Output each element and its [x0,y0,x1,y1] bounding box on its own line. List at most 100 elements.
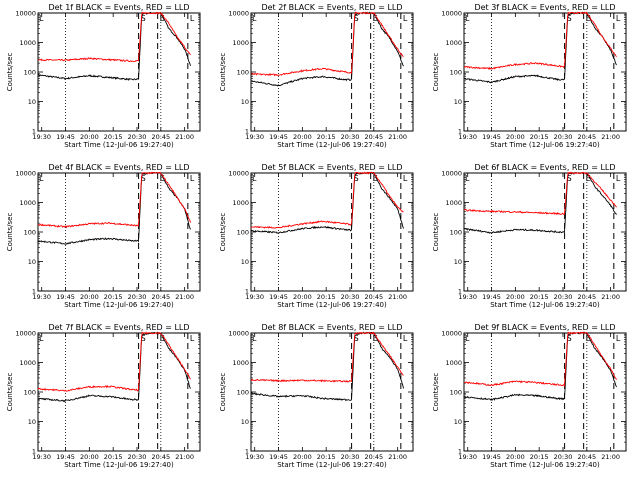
x-tick-label: 20:30 [341,453,360,461]
event-marker-label: L [190,14,195,23]
x-tick-label: 20:15 [104,453,123,461]
y-tick-label: 1000 [19,199,36,207]
y-axis-label: Counts/sec [219,373,227,412]
y-tick-label: 10000 [15,10,36,18]
x-tick-label: 21:00 [601,453,620,461]
events-series-line [463,331,617,402]
y-tick-label: 1000 [19,359,36,367]
y-tick-label: 10 [454,258,462,266]
y-tick-label: 1 [32,128,36,136]
event-marker-label: E [373,174,378,183]
y-tick-label: 1 [245,288,249,296]
events-series-line [463,11,617,84]
lld-series-line [463,171,617,216]
x-tick-label: 20:30 [554,453,573,461]
x-axis-label: Start Time (12-Jul-06 19:27:40) [64,301,174,309]
events-series-line [463,171,617,234]
y-tick-label: 1000 [445,39,462,47]
x-tick-label: 20:15 [317,293,336,301]
x-tick-label: 20:45 [151,133,170,141]
x-tick-label: 20:15 [317,133,336,141]
x-tick-label: 20:15 [530,133,549,141]
event-marker-label: S [354,174,359,183]
panel-title: Det 2f BLACK = Events, RED = LLD [261,3,402,12]
x-tick-label: 20:00 [506,453,525,461]
y-tick-label: 100 [237,389,249,397]
y-axis-label: Counts/sec [6,213,14,252]
y-axis-label: Counts/sec [432,213,440,252]
x-tick-label: 19:30 [32,133,51,141]
events-series-line [37,11,191,81]
lld-series-line [463,11,617,70]
x-tick-label: 20:30 [554,293,573,301]
event-marker-label: L [616,14,621,23]
y-tick-label: 10 [241,418,249,426]
y-tick-label: 1000 [232,199,249,207]
event-marker-label: L [190,334,195,343]
panel-title: Det 9f BLACK = Events, RED = LLD [474,323,615,332]
x-tick-label: 20:30 [341,293,360,301]
detector-panel: Det 3f BLACK = Events, RED = LLD 1 10 100 10… [432,3,627,149]
events-series-line [37,331,191,403]
event-marker-label: E [586,174,591,183]
y-tick-label: 10000 [441,10,462,18]
x-tick-label: 20:15 [530,453,549,461]
events-series-line [250,11,404,87]
x-axis-label: Start Time (12-Jul-06 19:27:40) [490,301,600,309]
detector-panel: Det 6f BLACK = Events, RED = LLD 1 10 100 10… [432,163,627,309]
detector-panel: Det 5f BLACK = Events, RED = LLD 1 10 100 10… [219,163,414,309]
y-tick-label: 10 [28,98,36,106]
y-tick-label: 10000 [15,170,36,178]
y-tick-label: 100 [24,229,36,237]
events-series-line [38,171,191,245]
y-tick-label: 100 [450,389,462,397]
x-tick-label: 19:30 [458,293,477,301]
event-marker-label: L [252,14,257,23]
x-tick-label: 20:00 [506,293,525,301]
x-tick-label: 20:00 [293,453,312,461]
detector-panel: Det 4f BLACK = Events, RED = LLD 1 10 100 10… [6,163,201,309]
event-marker-label: S [141,334,146,343]
x-tick-label: 21:00 [601,133,620,141]
event-marker-label: E [373,334,378,343]
x-tick-label: 20:00 [80,133,99,141]
event-marker-label: L [465,174,470,183]
x-tick-label: 21:00 [175,453,194,461]
y-tick-label: 1 [32,288,36,296]
y-tick-label: 10 [241,258,249,266]
x-axis-label: Start Time (12-Jul-06 19:27:40) [64,141,174,149]
x-tick-label: 19:45 [269,453,288,461]
event-marker-label: L [616,334,621,343]
event-marker-label: L [465,14,470,23]
y-axis-label: Counts/sec [432,53,440,92]
lld-series-line [37,11,191,63]
x-tick-label: 20:45 [364,293,383,301]
x-axis-label: Start Time (12-Jul-06 19:27:40) [277,141,387,149]
x-tick-label: 20:30 [341,133,360,141]
x-tick-label: 20:45 [577,453,596,461]
x-tick-label: 19:45 [269,133,288,141]
plot-frame [463,332,627,452]
event-marker-label: S [354,334,359,343]
x-axis-label: Start Time (12-Jul-06 19:27:40) [277,301,387,309]
event-marker-label: L [190,174,195,183]
y-tick-label: 1000 [445,199,462,207]
y-tick-label: 10 [241,98,249,106]
y-tick-label: 100 [24,69,36,77]
y-tick-label: 10 [28,418,36,426]
x-tick-label: 20:15 [317,453,336,461]
event-marker-label: L [252,174,257,183]
x-tick-label: 20:45 [364,133,383,141]
y-tick-label: 100 [237,69,249,77]
event-marker-label: L [403,334,408,343]
detector-panel: Det 9f BLACK = Events, RED = LLD 1 10 100 10… [432,323,627,469]
y-axis-label: Counts/sec [6,53,14,92]
plot-frame [463,12,627,132]
x-tick-label: 19:30 [458,453,477,461]
event-marker-label: E [586,334,591,343]
event-marker-label: S [354,14,359,23]
event-marker-label: L [616,174,621,183]
x-axis-label: Start Time (12-Jul-06 19:27:40) [277,461,387,469]
x-tick-label: 20:45 [151,293,170,301]
